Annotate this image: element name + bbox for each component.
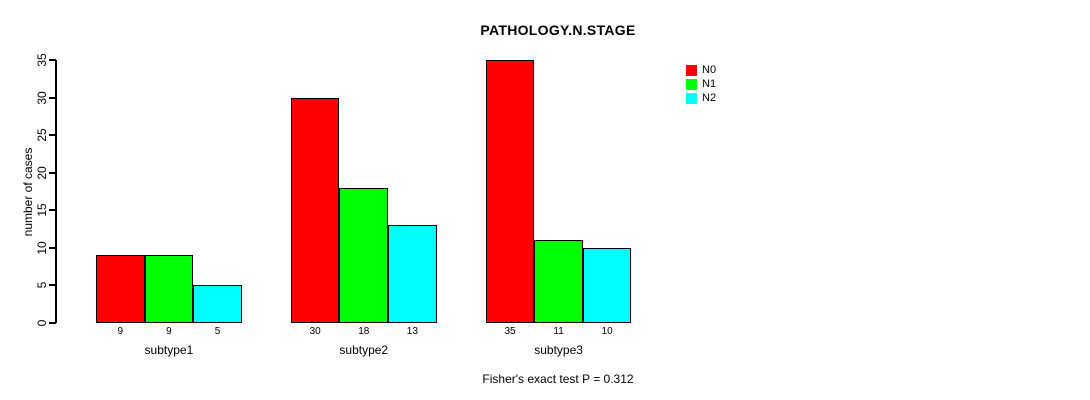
category-label-subtype1: subtype1	[144, 343, 194, 357]
y-tick-label: 35	[35, 53, 49, 67]
bar-n2-subtype2	[388, 225, 437, 323]
y-tick-label: 25	[35, 128, 49, 142]
bar-value-label: 5	[214, 326, 221, 337]
bar-n2-subtype1	[193, 285, 242, 323]
y-tick-label: 10	[35, 241, 49, 255]
bar-value-label: 11	[553, 326, 564, 337]
bar-n0-subtype3	[485, 60, 535, 323]
chart-title: PATHOLOGY.N.STAGE	[480, 22, 636, 38]
legend-swatch-n2	[686, 93, 697, 104]
legend-swatch-n0	[686, 65, 697, 76]
legend-label: N2	[702, 92, 717, 104]
annotation-text: Fisher's exact test P = 0.312	[482, 372, 634, 386]
legend-label: N1	[702, 78, 717, 90]
bar-n0-subtype1	[96, 255, 145, 323]
y-axis-tick	[49, 96, 56, 99]
y-axis-tick	[49, 284, 56, 287]
y-axis-tick	[49, 246, 56, 249]
y-tick-label: 20	[35, 166, 49, 180]
legend-row-n2: N2	[686, 93, 716, 104]
y-axis-tick	[49, 59, 56, 61]
category-label-subtype2: subtype2	[339, 343, 389, 357]
y-axis-tick	[49, 171, 56, 174]
bar-value-label: 35	[504, 326, 516, 337]
y-axis-tick	[49, 209, 56, 212]
y-axis-title: number of cases	[21, 147, 35, 237]
bar-n1-subtype1	[144, 255, 194, 323]
legend-label: N0	[702, 64, 717, 76]
y-tick-label: 15	[35, 203, 49, 217]
y-axis-tick	[49, 134, 56, 137]
bar-n2-subtype3	[582, 247, 632, 323]
bar-n1-subtype3	[534, 240, 583, 323]
bar-value-label: 18	[358, 326, 370, 337]
bar-n0-subtype2	[290, 97, 340, 323]
y-axis-tick	[49, 322, 56, 324]
legend-swatch-n1	[686, 79, 697, 90]
legend-row-n1: N1	[686, 79, 716, 90]
y-tick-label: 5	[35, 282, 49, 289]
category-label-subtype3: subtype3	[534, 343, 583, 357]
bar-value-label: 30	[309, 326, 321, 337]
y-tick-label: 0	[35, 319, 49, 327]
bar-value-label: 9	[166, 326, 172, 337]
bar-value-label: 10	[601, 326, 613, 337]
legend-row-n0: N0	[686, 65, 716, 76]
bar-value-label: 9	[117, 326, 124, 337]
y-axis-line	[55, 60, 57, 323]
bar-value-label: 13	[406, 326, 418, 337]
bar-n1-subtype2	[339, 187, 389, 323]
y-tick-label: 30	[35, 90, 49, 105]
